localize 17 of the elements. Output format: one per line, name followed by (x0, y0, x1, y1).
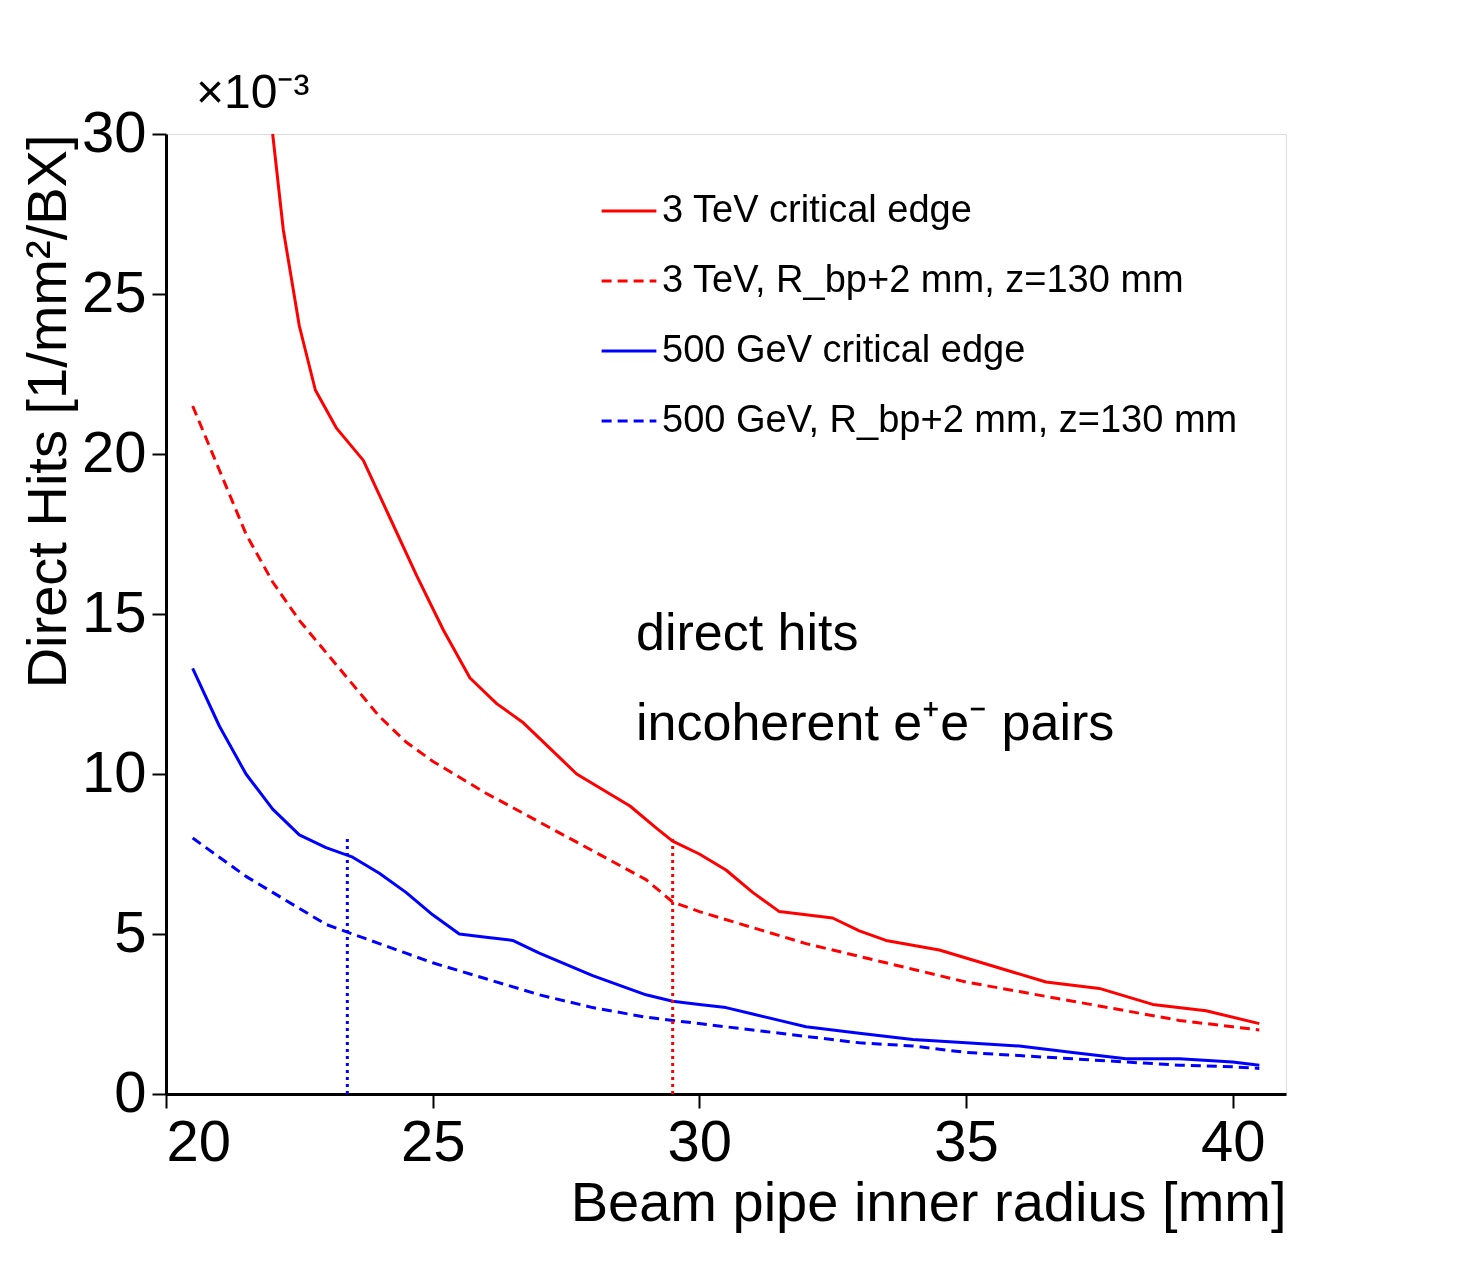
y-axis-title: Direct Hits [1/mm²/BX] (14, 134, 78, 689)
y-tick-label: 10 (81, 738, 147, 804)
y-tick-label: 5 (114, 898, 147, 964)
y-tick-label: 25 (81, 258, 147, 324)
y-tick-label: 15 (81, 578, 147, 644)
y-tick-label: 30 (81, 98, 147, 164)
x-tick-label: 25 (400, 1107, 466, 1173)
annotation: incoherent e⁺e⁻ pairs (636, 693, 1115, 751)
y-tick-label: 20 (81, 418, 147, 484)
legend-label: 3 TeV, R_bp+2 mm, z=130 mm (662, 258, 1184, 300)
annotation: direct hits (636, 603, 859, 661)
y-tick-label: 0 (114, 1058, 147, 1124)
legend-label: 3 TeV critical edge (662, 188, 972, 230)
legend-label: 500 GeV, R_bp+2 mm, z=130 mm (662, 398, 1238, 440)
text: ×10⁻³ (196, 65, 310, 118)
x-tick-label: 20 (166, 1107, 232, 1173)
legend-label: 500 GeV critical edge (662, 328, 1026, 370)
